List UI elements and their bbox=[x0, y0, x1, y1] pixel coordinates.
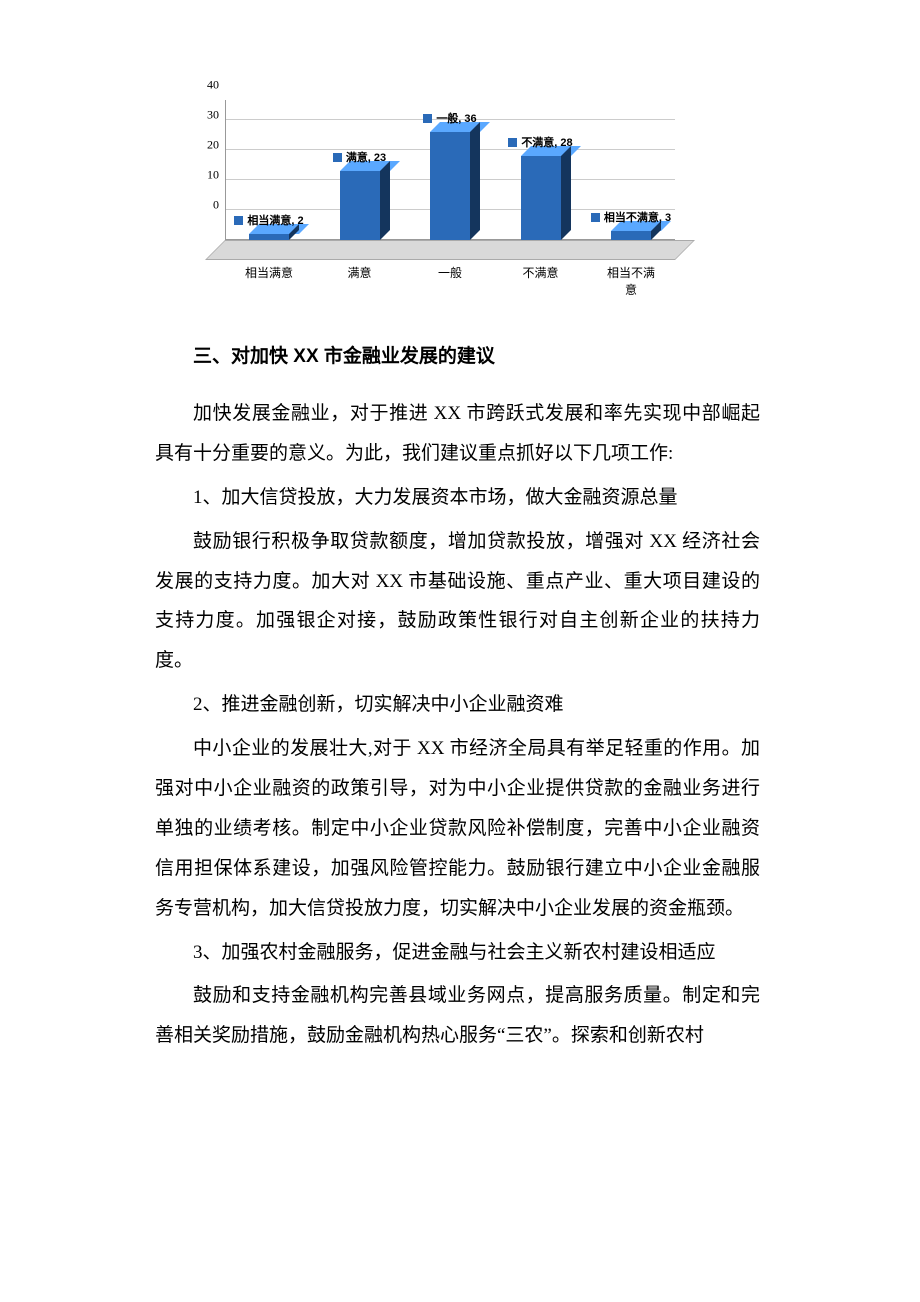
y-tick: 30 bbox=[207, 108, 219, 123]
bar-label-text: 相当满意, 2 bbox=[247, 212, 303, 228]
chart-floor bbox=[205, 240, 695, 260]
paragraph: 鼓励银行积极争取贷款额度，增加贷款投放，增强对 XX 经济社会发展的支持力度。加… bbox=[155, 522, 760, 682]
y-tick: 10 bbox=[207, 168, 219, 183]
paragraph: 加快发展金融业，对于推进 XX 市跨跃式发展和率先实现中部崛起具有十分重要的意义… bbox=[155, 394, 760, 474]
paragraph: 中小企业的发展壮大,对于 XX 市经济全局具有举足轻重的作用。加强对中小企业融资… bbox=[155, 729, 760, 928]
bar-data-label: 不满意, 28 bbox=[441, 134, 641, 150]
x-label: 不满意 bbox=[513, 264, 569, 298]
paragraph: 鼓励和支持金融机构完善县域业务网点，提高服务质量。制定和完善相关奖励措施，鼓励金… bbox=[155, 976, 760, 1056]
x-label: 满意 bbox=[332, 264, 388, 298]
x-label: 相当不满意 bbox=[603, 264, 659, 298]
bar: 不满意, 28 bbox=[521, 156, 561, 240]
paragraph: 3、加强农村金融服务，促进金融与社会主义新农村建设相适应 bbox=[155, 933, 760, 973]
chart-plot-area: 0 10 20 30 40 相当满意, 2 bbox=[225, 100, 675, 260]
satisfaction-bar-chart: 0 10 20 30 40 相当满意, 2 bbox=[195, 100, 675, 298]
bar: 满意, 23 bbox=[340, 171, 380, 240]
y-tick: 40 bbox=[207, 78, 219, 93]
paragraph: 1、加大信贷投放，大力发展资本市场，做大金融资源总量 bbox=[155, 478, 760, 518]
y-tick: 0 bbox=[213, 198, 219, 213]
bar-label-text: 相当不满意, 3 bbox=[604, 209, 671, 225]
paragraph: 2、推进金融创新，切实解决中小企业融资难 bbox=[155, 685, 760, 725]
bar-data-label: 相当不满意, 3 bbox=[531, 209, 731, 225]
legend-marker-icon bbox=[333, 153, 342, 162]
section-heading: 三、对加快 XX 市金融业发展的建议 bbox=[155, 338, 760, 376]
bar-data-label: 一般, 36 bbox=[350, 110, 550, 126]
bar: 相当不满意, 3 bbox=[611, 231, 651, 240]
bar-slot: 相当不满意, 3 bbox=[603, 231, 659, 240]
x-label: 相当满意 bbox=[241, 264, 297, 298]
bar-slot: 不满意, 28 bbox=[513, 156, 569, 240]
x-axis-labels: 相当满意 满意 一般 不满意 相当不满意 bbox=[225, 260, 675, 298]
y-tick: 20 bbox=[207, 138, 219, 153]
legend-marker-icon bbox=[591, 213, 600, 222]
x-label: 一般 bbox=[422, 264, 478, 298]
bar: 相当满意, 2 bbox=[249, 234, 289, 240]
bar-slot: 满意, 23 bbox=[332, 171, 388, 240]
legend-marker-icon bbox=[423, 114, 432, 123]
legend-marker-icon bbox=[508, 138, 517, 147]
bar-label-text: 满意, 23 bbox=[346, 149, 386, 165]
legend-marker-icon bbox=[234, 216, 243, 225]
chart-bars: 相当满意, 2 满意, 23 bbox=[241, 100, 659, 240]
bar-slot: 相当满意, 2 bbox=[241, 234, 297, 240]
bar-label-text: 不满意, 28 bbox=[521, 134, 572, 150]
bar-label-text: 一般, 36 bbox=[436, 110, 476, 126]
